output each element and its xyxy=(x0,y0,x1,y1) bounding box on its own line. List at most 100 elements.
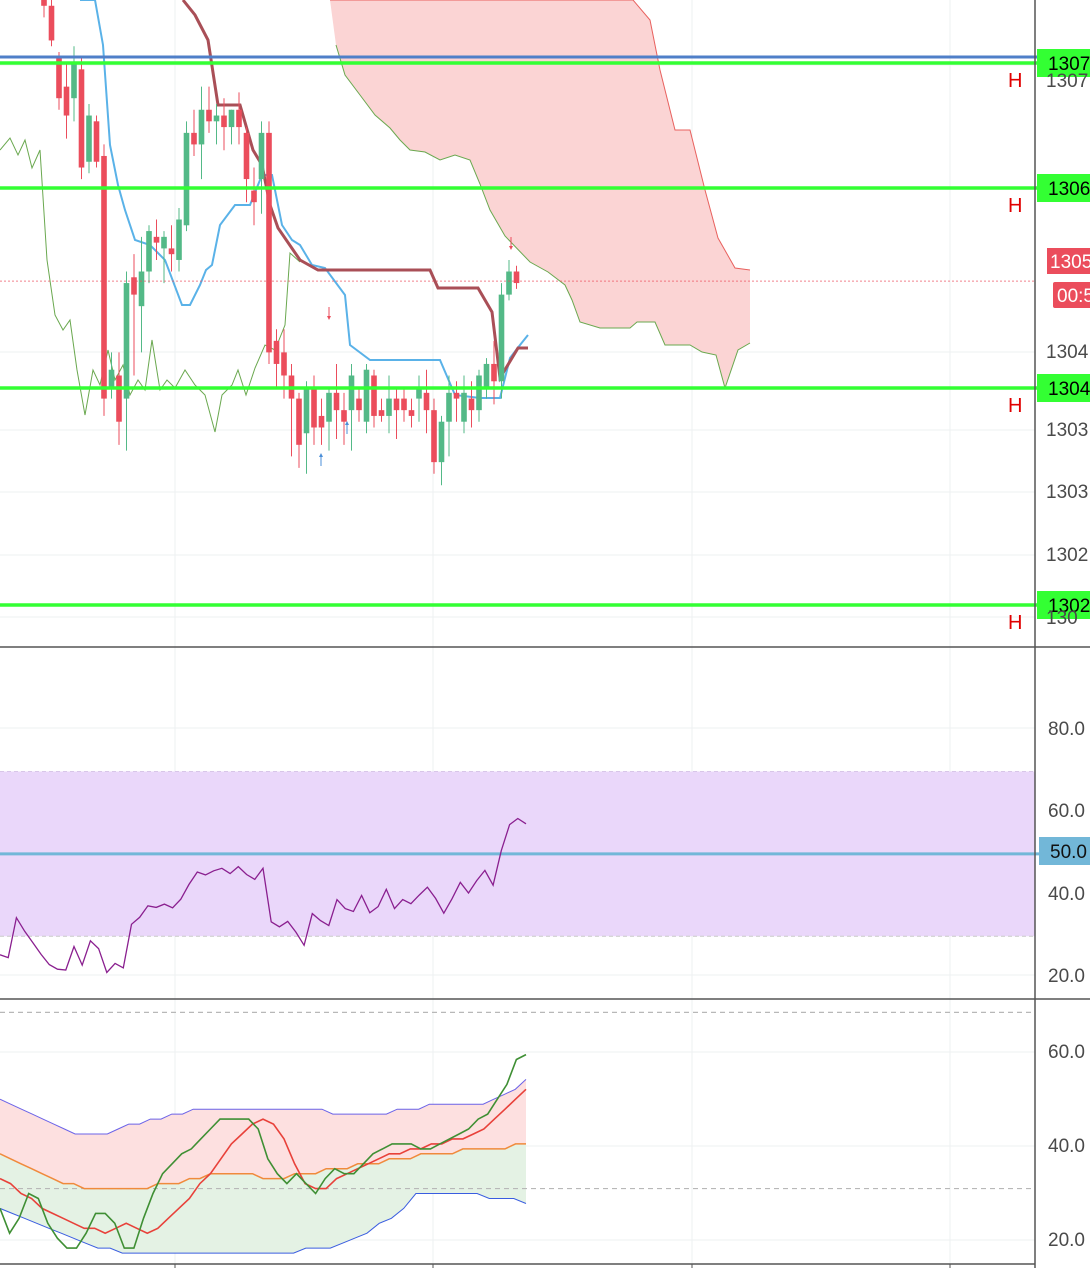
candle-body xyxy=(48,5,55,41)
candle-body xyxy=(116,375,122,422)
candle-body xyxy=(468,398,475,411)
candle-body xyxy=(341,410,347,422)
price-tick: 1303 xyxy=(1046,482,1088,503)
rsi-tick: 40.0 xyxy=(1048,884,1085,905)
countdown-label: 00:5 xyxy=(1057,286,1090,307)
candle-body xyxy=(281,352,287,376)
stoch-tick: 40.0 xyxy=(1048,1136,1085,1157)
candle-body xyxy=(161,236,167,249)
rsi-tick: 20.0 xyxy=(1048,966,1085,987)
price-panel xyxy=(0,0,1040,607)
candle-body xyxy=(198,109,205,145)
tenkan-line xyxy=(80,0,529,399)
candle-body xyxy=(296,398,302,445)
candle-body xyxy=(206,109,212,122)
price-tick: 1307 xyxy=(1046,71,1088,92)
signal-arrow-head xyxy=(345,421,349,425)
candle-body xyxy=(243,132,250,180)
candle-body xyxy=(56,57,62,99)
candle-body xyxy=(78,69,85,168)
rsi-tick: 80.0 xyxy=(1048,719,1085,740)
candle-body xyxy=(491,363,497,382)
level-label: 1307 xyxy=(1048,54,1090,75)
candle-body xyxy=(146,231,152,272)
rsi-mid-label: 50.0 xyxy=(1050,842,1087,863)
candle-body xyxy=(423,392,430,411)
countdown-tag: 00:5 xyxy=(1053,282,1090,308)
candle-body xyxy=(251,190,257,203)
stoch-tick: 20.0 xyxy=(1048,1230,1085,1251)
candle-body xyxy=(303,387,310,434)
kijun-line xyxy=(181,0,528,383)
candle-body xyxy=(228,109,235,128)
candle-body xyxy=(333,392,340,411)
signal-arrow-head xyxy=(319,453,323,457)
candle-body xyxy=(86,115,92,162)
level-marker: H xyxy=(1008,195,1022,217)
price-tick: 1302 xyxy=(1046,545,1088,566)
signal-arrow-head xyxy=(327,316,331,320)
candle-body xyxy=(431,410,437,463)
level-marker: H xyxy=(1008,395,1022,417)
candle-body xyxy=(498,294,505,382)
candle-body xyxy=(183,132,190,226)
candle-body xyxy=(371,375,377,416)
cloud-lower-edge xyxy=(335,44,751,390)
candle-body xyxy=(273,340,280,364)
candle-body xyxy=(258,132,265,180)
candle-body xyxy=(41,0,47,6)
candle-body xyxy=(191,132,197,145)
candle-body xyxy=(123,283,130,399)
level-label-bg xyxy=(1037,591,1090,619)
candle-body xyxy=(438,421,445,463)
lagging-span-line xyxy=(0,137,301,433)
candle-body xyxy=(363,369,370,422)
countdown-tag-bg xyxy=(1053,282,1090,308)
last-price-label: 1305 xyxy=(1050,252,1090,273)
basis-line xyxy=(0,1143,526,1190)
candle-body xyxy=(318,415,325,428)
candle-body xyxy=(476,375,482,411)
candle-body xyxy=(386,398,392,416)
rsi-mid-tag: 50.0 xyxy=(1039,837,1090,865)
level-marker: H xyxy=(1008,612,1022,634)
candle-body xyxy=(378,410,385,416)
level-label: 1304 xyxy=(1048,379,1090,400)
candle-body xyxy=(401,398,407,411)
candle-body xyxy=(153,236,160,243)
candle-body xyxy=(63,86,70,116)
candle-body xyxy=(483,363,490,388)
candle-body xyxy=(266,132,272,353)
price-tick: 130 xyxy=(1046,608,1078,629)
candle-body xyxy=(408,410,415,416)
signal-arrow-head xyxy=(509,246,513,250)
stoch-tick: 60.0 xyxy=(1048,1042,1085,1063)
ichimoku-cloud xyxy=(330,0,750,388)
candle-body xyxy=(108,369,115,388)
rsi-tick: 60.0 xyxy=(1048,801,1085,822)
candle-body xyxy=(326,392,332,422)
level-marker: H xyxy=(1008,70,1022,92)
candle-body xyxy=(236,109,242,128)
candle-body xyxy=(356,398,362,411)
candle-body xyxy=(168,248,175,255)
upper-band-line xyxy=(0,1079,527,1135)
stochastic-panel xyxy=(0,1011,1035,1254)
candle-body xyxy=(71,63,77,99)
candle-body xyxy=(453,392,460,399)
level-label: 1302 xyxy=(1048,596,1090,617)
candle-body xyxy=(461,392,467,422)
candle-body xyxy=(348,375,355,411)
rsi-line xyxy=(0,817,527,974)
price-tick: 1303 xyxy=(1046,420,1088,441)
rsi-mid-tag-bg xyxy=(1039,837,1090,865)
candle-body xyxy=(311,387,317,428)
candle-body xyxy=(416,387,422,399)
candle-body xyxy=(176,219,182,260)
candle-body xyxy=(93,121,100,162)
level-labels: 1307 H 1306 H 1304 H 1302 H xyxy=(1008,49,1090,634)
candle-body xyxy=(513,271,520,284)
level-label: 1306 xyxy=(1048,179,1090,200)
cloud-upper-edge xyxy=(330,0,751,271)
